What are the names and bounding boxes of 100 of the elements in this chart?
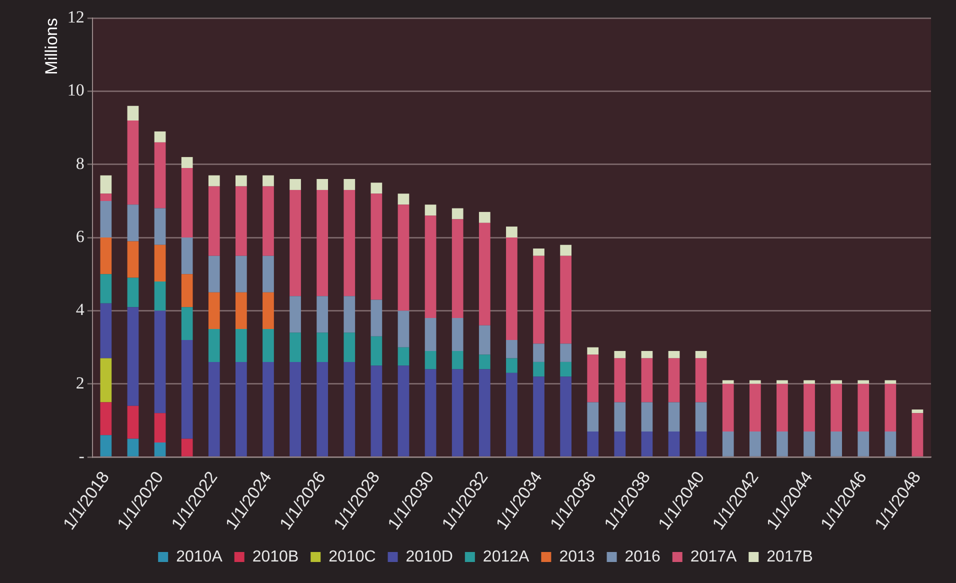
legend-label: 2010D (406, 548, 453, 566)
bar (641, 358, 653, 402)
bar (560, 256, 572, 344)
legend-label: 2010B (252, 548, 299, 566)
bar (587, 354, 599, 402)
bar (262, 256, 274, 292)
bar (236, 292, 247, 330)
bar (398, 366, 410, 456)
y-tick-label: 10 (67, 80, 84, 100)
legend-label: 2017A (690, 548, 737, 566)
bar (181, 438, 193, 456)
bar (912, 413, 924, 456)
bar (398, 310, 410, 348)
bar (316, 332, 328, 362)
bar (127, 438, 139, 456)
y-tick-label: - (78, 446, 85, 466)
legend-label: 2010C (328, 548, 376, 566)
bar (695, 402, 707, 432)
bar (668, 402, 680, 432)
bar (344, 332, 356, 362)
bar (587, 402, 599, 432)
bar (100, 274, 112, 304)
bar (100, 238, 112, 274)
bar (154, 142, 166, 208)
bar (749, 380, 761, 384)
bar (236, 256, 247, 292)
bar (100, 303, 112, 358)
bar (344, 179, 356, 190)
bar (695, 358, 707, 402)
bar (776, 380, 788, 384)
bar (208, 362, 220, 456)
bar (641, 350, 653, 358)
bar (290, 190, 301, 296)
bar (154, 310, 166, 414)
bar (478, 222, 490, 326)
bar (262, 175, 274, 186)
bar (424, 204, 436, 216)
bar (290, 362, 301, 456)
legend-label: 2013 (559, 548, 595, 566)
bar (154, 281, 166, 311)
legend-label: 2012A (482, 548, 530, 566)
bar (533, 376, 544, 456)
bar (478, 354, 490, 370)
y-axis-title: Millions (42, 18, 61, 75)
bar (208, 186, 220, 256)
bar (560, 362, 572, 377)
bar (424, 318, 436, 351)
bar (316, 190, 328, 296)
bar (316, 296, 328, 333)
bar (208, 292, 220, 330)
bar (749, 384, 761, 432)
bar (262, 329, 274, 362)
bar (614, 431, 626, 456)
bar (641, 431, 653, 456)
bar (533, 256, 544, 344)
legend-label: 2010A (176, 548, 223, 566)
bar (614, 402, 626, 432)
bar (154, 442, 166, 456)
bar (587, 347, 599, 355)
bar (370, 336, 382, 366)
bar (722, 380, 734, 384)
bar (344, 362, 356, 456)
bar (316, 179, 328, 190)
bar (478, 325, 490, 355)
bar (370, 194, 382, 300)
bar (127, 406, 139, 439)
bar (776, 431, 788, 456)
bar (560, 344, 572, 362)
bar (912, 410, 924, 414)
bar (236, 362, 247, 456)
bar (127, 120, 139, 205)
bar (830, 431, 842, 456)
bar (398, 204, 410, 311)
bar (290, 296, 301, 333)
bar (154, 413, 166, 442)
bar (533, 344, 544, 362)
bar (370, 366, 382, 456)
bar (208, 256, 220, 292)
bar (478, 369, 490, 456)
bar (154, 208, 166, 245)
bar (344, 190, 356, 296)
bar (776, 384, 788, 432)
y-tick-label: 8 (76, 154, 84, 173)
bar (236, 186, 247, 256)
bar (884, 431, 896, 456)
bar (614, 358, 626, 402)
bar (316, 362, 328, 456)
bar (154, 131, 166, 142)
bar (181, 157, 193, 168)
bar (533, 248, 544, 256)
bar (749, 431, 761, 456)
bar (884, 380, 896, 384)
bar (478, 212, 490, 223)
bar (858, 380, 870, 384)
bar (804, 384, 815, 432)
bar (424, 369, 436, 456)
bar (127, 106, 139, 120)
bar (100, 402, 112, 436)
bar (100, 358, 112, 402)
bar (668, 431, 680, 456)
